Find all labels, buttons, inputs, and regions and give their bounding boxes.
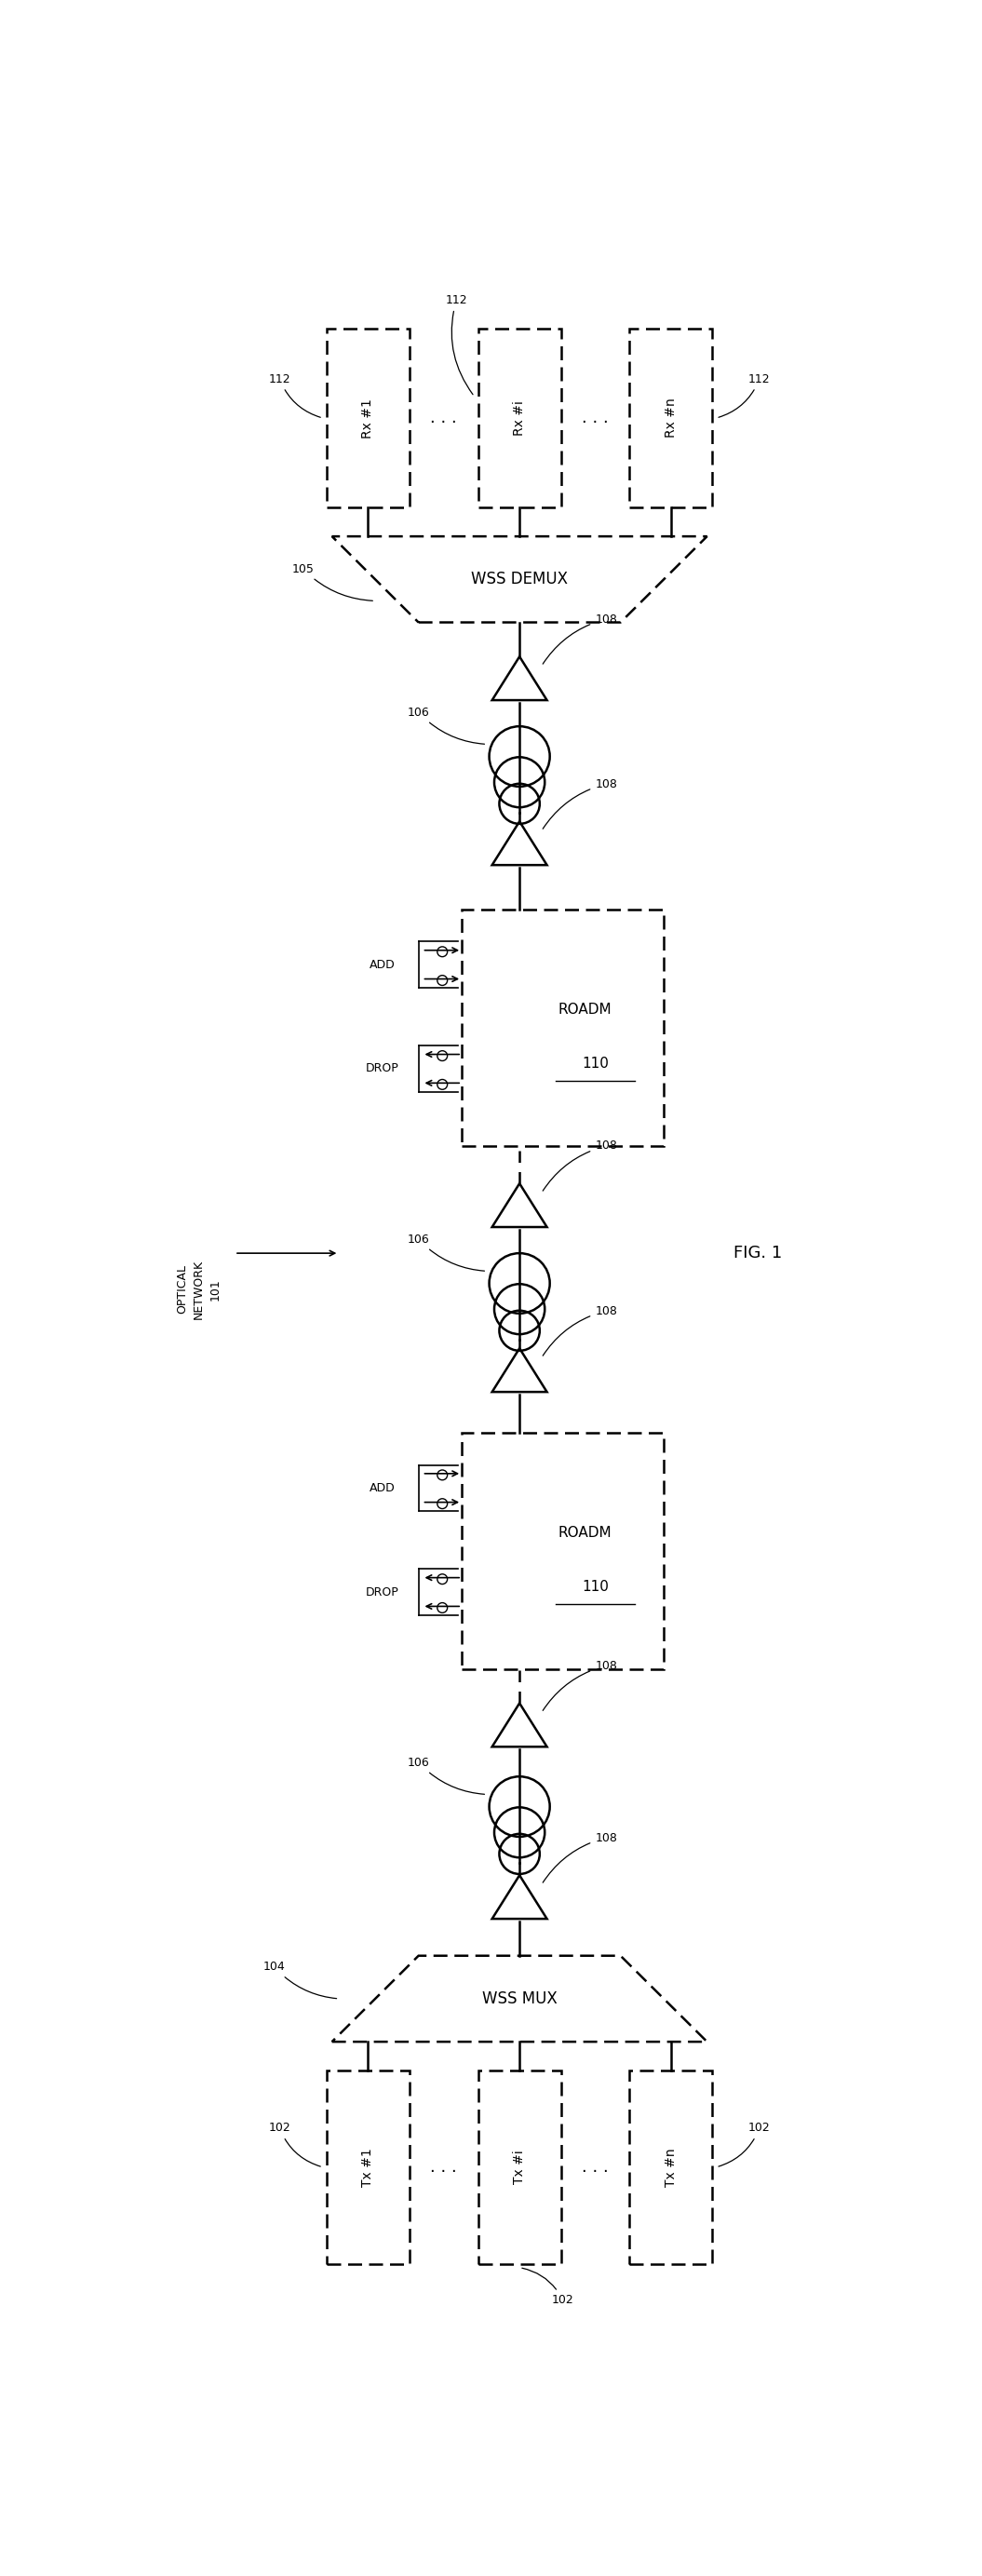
Text: . . .: . . . (430, 410, 458, 428)
Text: 102: 102 (522, 2267, 573, 2306)
Text: . . .: . . . (582, 410, 609, 428)
Text: . . .: . . . (582, 2159, 609, 2177)
Text: 106: 106 (408, 706, 484, 744)
Text: Rx #1: Rx #1 (361, 399, 374, 438)
Text: . . .: . . . (430, 2159, 458, 2177)
Text: 105: 105 (292, 564, 372, 600)
Bar (327, 2071, 409, 2264)
Bar (462, 1432, 664, 1669)
Text: 112: 112 (446, 294, 473, 394)
Text: 106: 106 (408, 1757, 484, 1795)
Text: 108: 108 (543, 1141, 617, 1190)
Bar (327, 330, 409, 507)
Polygon shape (492, 822, 547, 866)
Polygon shape (492, 1347, 547, 1391)
Text: 108: 108 (543, 613, 617, 665)
Bar (478, 2071, 561, 2264)
Text: 112: 112 (719, 374, 770, 417)
Text: ROADM: ROADM (558, 1525, 611, 1540)
Polygon shape (492, 1182, 547, 1226)
Bar (629, 330, 713, 507)
Text: ADD: ADD (369, 958, 396, 971)
Text: OPTICAL
NETWORK
101: OPTICAL NETWORK 101 (176, 1260, 221, 1319)
Text: WSS MUX: WSS MUX (482, 1991, 557, 2007)
Text: Tx #1: Tx #1 (361, 2148, 374, 2187)
Text: 106: 106 (408, 1234, 484, 1270)
Bar (462, 909, 664, 1146)
Bar (629, 2071, 713, 2264)
Text: 108: 108 (543, 1832, 617, 1883)
Polygon shape (492, 1703, 547, 1747)
Text: Rx #i: Rx #i (513, 399, 526, 435)
Text: WSS DEMUX: WSS DEMUX (471, 572, 568, 587)
Text: 104: 104 (263, 1960, 337, 1999)
Polygon shape (492, 1875, 547, 1919)
Text: 102: 102 (719, 2123, 771, 2166)
Polygon shape (332, 1955, 707, 2043)
Polygon shape (332, 536, 707, 623)
Text: ADD: ADD (369, 1481, 396, 1494)
Text: 110: 110 (581, 1579, 609, 1595)
Text: Tx #n: Tx #n (665, 2148, 678, 2187)
Text: DROP: DROP (366, 1587, 399, 1597)
Bar (478, 330, 561, 507)
Text: Tx #i: Tx #i (513, 2151, 526, 2184)
Text: 102: 102 (269, 2123, 320, 2166)
Text: 108: 108 (543, 1306, 617, 1355)
Text: ROADM: ROADM (558, 1002, 611, 1018)
Text: 110: 110 (581, 1056, 609, 1069)
Text: 108: 108 (543, 1659, 617, 1710)
Text: 112: 112 (269, 374, 320, 417)
Polygon shape (492, 657, 547, 701)
Text: 108: 108 (543, 778, 617, 829)
Text: FIG. 1: FIG. 1 (734, 1244, 782, 1262)
Text: Rx #n: Rx #n (665, 399, 678, 438)
Text: DROP: DROP (366, 1064, 399, 1074)
